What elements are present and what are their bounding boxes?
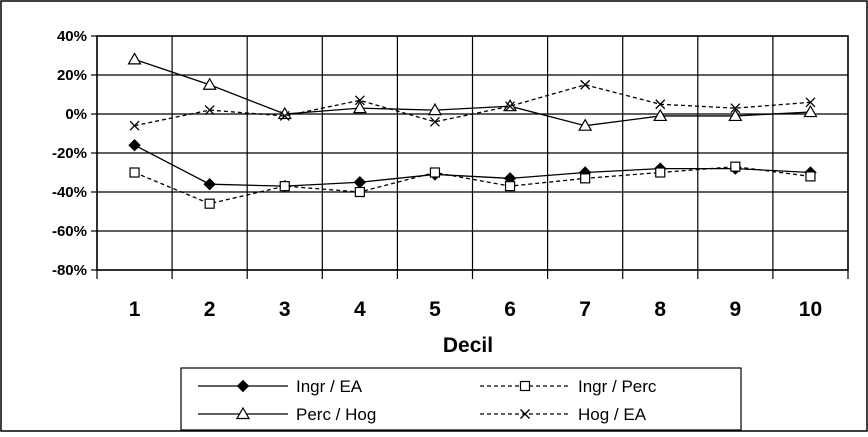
data-point-hog-ea <box>580 79 591 90</box>
data-point-legend-ingr-perc <box>519 380 531 392</box>
y-tick-label: -60% <box>52 223 87 240</box>
data-point-legend-perc-hog <box>235 406 251 420</box>
legend: Ingr / EA Ingr / Perc Perc / Hog Hog / EA <box>180 367 742 431</box>
legend-label: Perc / Hog <box>296 405 376 424</box>
legend-item-ingr-perc: Ingr / Perc <box>480 377 657 396</box>
x-tick-label: 9 <box>730 298 742 321</box>
y-tick-label: 0% <box>65 106 87 123</box>
x-tick-label: 7 <box>579 298 591 321</box>
data-point-ingr-perc <box>580 173 591 184</box>
data-point-perc-hog <box>578 118 593 131</box>
data-point-ingr-perc <box>730 161 741 172</box>
data-point-perc-hog <box>202 77 217 90</box>
data-point-perc-hog <box>352 100 367 114</box>
data-point-hog-ea <box>204 105 215 116</box>
data-point-ingr-ea <box>128 138 141 152</box>
data-point-ingr-perc <box>429 167 441 178</box>
data-point-perc-hog <box>427 102 442 116</box>
x-tick-label: 1 <box>129 298 141 321</box>
data-point-ingr-perc <box>204 198 215 209</box>
series-perc-hog <box>127 52 818 131</box>
legend-box <box>180 367 742 431</box>
series-layer <box>127 52 818 209</box>
x-tick-label: 8 <box>654 298 666 321</box>
series-hog-ea <box>129 79 816 131</box>
x-axis-ticks: 1 2 3 4 5 6 7 8 9 10 <box>129 298 822 321</box>
data-point-perc-hog <box>803 104 818 118</box>
data-point-ingr-perc <box>655 167 666 178</box>
y-axis-ticks: 40% 20% 0% -20% -40% -60% -80% <box>52 28 87 279</box>
x-axis-label: Decil <box>443 334 493 357</box>
data-point-hog-ea <box>279 110 290 121</box>
data-point-legend-ingr-ea <box>236 379 250 393</box>
data-point-hog-ea <box>505 101 516 112</box>
series-line <box>134 84 811 127</box>
data-point-legend-hog-ea <box>520 409 530 419</box>
y-tick-label: 40% <box>57 28 87 45</box>
legend-label: Ingr / EA <box>296 377 363 396</box>
series-ingr-perc <box>129 161 816 209</box>
data-point-perc-hog <box>127 52 142 65</box>
data-point-hog-ea <box>354 95 365 106</box>
y-tick-label: -20% <box>52 145 87 162</box>
data-point-hog-ea <box>805 97 816 108</box>
data-point-hog-ea <box>655 99 666 110</box>
series-line <box>134 58 811 127</box>
series-line <box>134 165 811 205</box>
data-point-perc-hog <box>728 108 743 122</box>
data-point-ingr-perc <box>129 167 140 178</box>
x-tick-label: 3 <box>279 298 291 321</box>
legend-label: Ingr / Perc <box>578 377 657 396</box>
x-tick-label: 4 <box>354 298 366 321</box>
legend-item-perc-hog: Perc / Hog <box>198 405 376 424</box>
y-tick-label: 20% <box>57 67 87 84</box>
plot-area <box>91 35 849 279</box>
data-point-ingr-perc <box>279 181 290 192</box>
y-tick-label: -80% <box>52 262 87 279</box>
x-tick-label: 2 <box>204 298 216 321</box>
legend-item-hog-ea: Hog / EA <box>480 405 647 424</box>
x-tick-label: 5 <box>429 298 441 321</box>
data-point-ingr-perc <box>354 186 365 198</box>
series-line <box>134 144 811 187</box>
x-tick-label: 6 <box>504 298 516 321</box>
y-tick-label: -40% <box>52 184 87 201</box>
legend-item-ingr-ea: Ingr / EA <box>198 377 363 396</box>
data-point-ingr-perc <box>805 171 816 182</box>
data-point-hog-ea <box>429 116 440 127</box>
data-point-hog-ea <box>129 120 140 131</box>
data-point-ingr-perc <box>504 181 516 192</box>
x-tick-label: 10 <box>799 298 822 321</box>
data-point-ingr-ea <box>203 177 216 191</box>
data-point-hog-ea <box>730 103 741 114</box>
legend-label: Hog / EA <box>578 405 647 424</box>
data-point-perc-hog <box>653 108 668 122</box>
